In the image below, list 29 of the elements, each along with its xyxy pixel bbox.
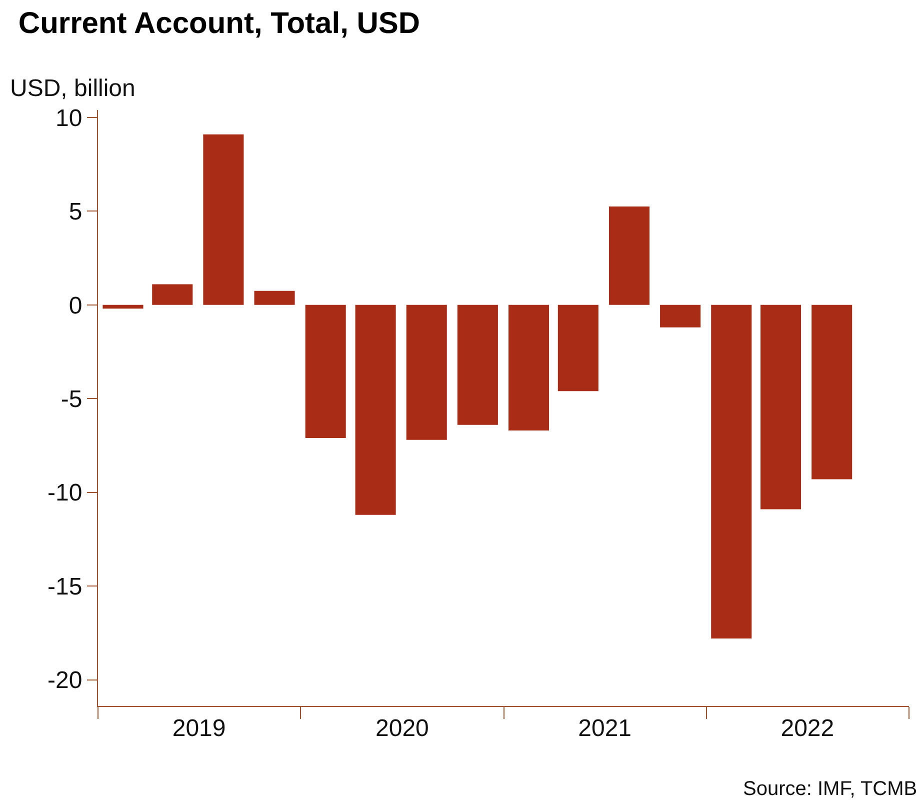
bar <box>457 304 498 425</box>
bar <box>203 134 244 305</box>
y-tick-label: -15 <box>48 573 82 600</box>
bar <box>812 304 852 480</box>
y-tick-label: -20 <box>48 667 82 694</box>
source-note: Source: IMF, TCMB <box>743 778 918 800</box>
bar <box>660 304 701 328</box>
bar <box>508 304 550 430</box>
bar <box>355 304 396 515</box>
x-tick-label: 2020 <box>375 714 429 742</box>
y-tick-label: -5 <box>60 386 82 414</box>
bar <box>254 290 295 305</box>
y-tick-label: 10 <box>55 104 82 132</box>
y-tick-label: 0 <box>68 292 82 320</box>
bar <box>305 304 346 438</box>
x-tick-label: 2021 <box>578 714 632 742</box>
bar <box>152 284 193 305</box>
y-tick-label: 5 <box>68 198 82 226</box>
chart-title: Current Account, Total, USD <box>18 7 420 40</box>
bar <box>102 304 144 309</box>
bar <box>406 304 447 440</box>
bar <box>558 304 598 392</box>
bar <box>608 206 650 305</box>
x-tick-label: 2022 <box>780 714 834 742</box>
x-tick-label: 2019 <box>172 714 226 742</box>
y-axis-title: USD, billion <box>10 75 136 102</box>
bar <box>711 304 752 639</box>
y-tick-label: -10 <box>48 480 82 507</box>
bar <box>760 304 802 510</box>
